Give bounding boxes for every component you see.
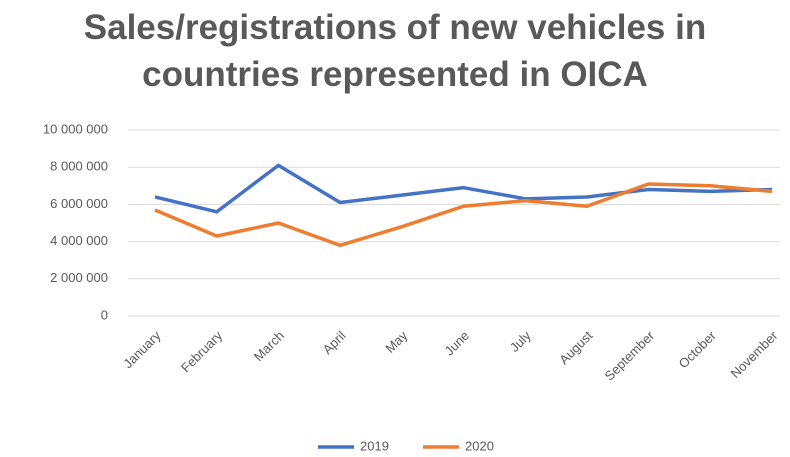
y-tick-label: 8 000 000 (50, 159, 108, 174)
x-tick-label: April (320, 328, 349, 357)
y-tick-label: 6 000 000 (50, 196, 108, 211)
chart-title: Sales/registrations of new vehicles in c… (83, 8, 707, 94)
x-tick-label: October (676, 327, 720, 371)
x-tick-label: November (728, 327, 781, 380)
x-tick-label: August (556, 328, 595, 367)
y-tick-label: 10 000 000 (43, 121, 108, 136)
x-tick-label: May (382, 328, 410, 356)
y-tick-label: 4 000 000 (50, 233, 108, 248)
x-tick-label: February (178, 328, 226, 376)
x-tick-label: March (251, 328, 287, 364)
line-series (154, 182, 773, 248)
line-series (154, 163, 773, 214)
legend-label: 2019 (360, 438, 389, 453)
x-tick-label: July (507, 328, 534, 355)
x-tick-label: June (442, 328, 473, 359)
y-tick-label: 0 (101, 307, 108, 322)
y-tick-label: 2 000 000 (50, 270, 108, 285)
x-tick-label: September (602, 327, 658, 383)
x-tick-label: January (120, 328, 164, 372)
legend-label: 2020 (465, 438, 494, 453)
